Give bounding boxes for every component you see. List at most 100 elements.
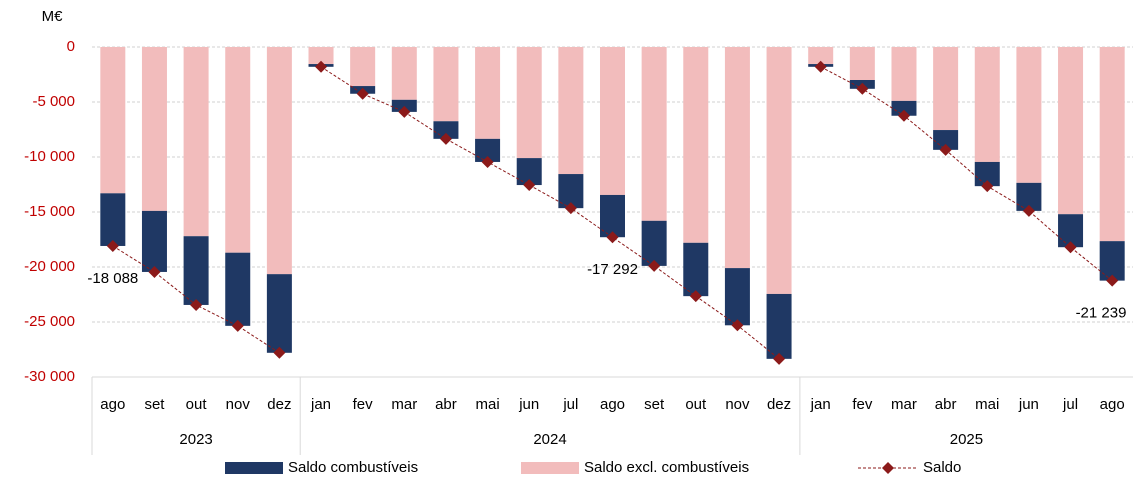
x-tick-label: mar [891, 396, 917, 413]
bar [308, 47, 334, 65]
marker [106, 239, 119, 252]
bar [475, 47, 501, 139]
x-tick-label: out [685, 396, 707, 413]
x-tick-label: abr [935, 396, 957, 413]
marker [606, 231, 619, 244]
legend-swatch [521, 462, 579, 474]
data-label: -18 088 [87, 270, 138, 287]
legend-swatch [225, 462, 283, 474]
marker [648, 259, 661, 272]
bar [225, 252, 251, 326]
line [320, 66, 780, 360]
bar [683, 242, 709, 297]
bar [433, 47, 459, 122]
bar [641, 47, 667, 221]
x-tick-label: jan [310, 396, 331, 413]
bar [600, 194, 625, 238]
bar [266, 47, 292, 275]
x-tick-label: nov [725, 396, 750, 413]
x-tick-label: mai [475, 396, 499, 413]
bar [766, 47, 792, 294]
x-tick-label: mai [975, 396, 999, 413]
y-tick-label: -5 000 [32, 93, 75, 110]
marker [1064, 241, 1077, 254]
y-tick-label: -30 000 [24, 368, 75, 385]
marker [439, 132, 452, 145]
x-tick-label: set [144, 396, 165, 413]
x-tick-label: abr [435, 396, 457, 413]
x-tick-label: fev [852, 396, 873, 413]
bar [225, 47, 251, 253]
line [820, 66, 1113, 282]
bar [558, 47, 584, 175]
bar [808, 47, 834, 65]
marker [273, 346, 286, 359]
legend-label: Saldo [923, 459, 961, 476]
marker [231, 319, 244, 332]
y-tick-label: -10 000 [24, 148, 75, 165]
bar [766, 293, 792, 359]
marker [148, 265, 161, 278]
marker [1106, 274, 1119, 287]
marker [981, 180, 994, 193]
y-tick-label: -20 000 [24, 258, 75, 275]
bar [891, 47, 917, 101]
x-tick-label: mar [391, 396, 417, 413]
x-tick-label: ago [600, 396, 625, 413]
marker [939, 143, 952, 156]
year-label: 2025 [950, 431, 983, 448]
x-tick-label: jan [810, 396, 831, 413]
y-tick-label: -25 000 [24, 313, 75, 330]
bar [183, 236, 209, 305]
legend-marker [882, 462, 894, 474]
data-label: -17 292 [587, 261, 638, 278]
bar [183, 47, 209, 237]
x-tick-label: ago [1100, 396, 1125, 413]
bar [1016, 47, 1042, 183]
bar [100, 47, 126, 194]
marker [1022, 204, 1035, 217]
bar [100, 193, 126, 246]
bar [141, 210, 167, 272]
marker [315, 60, 328, 73]
marker [897, 109, 910, 122]
marker [523, 179, 536, 192]
bar [600, 47, 625, 195]
y-tick-label: -15 000 [24, 203, 75, 220]
year-label: 2023 [179, 431, 212, 448]
x-tick-label: dez [767, 396, 791, 413]
bar [266, 274, 292, 353]
bar [641, 220, 667, 266]
data-label: -21 239 [1076, 305, 1127, 322]
legend-label: Saldo combustíveis [288, 459, 418, 476]
bar [1099, 47, 1125, 242]
x-tick-label: jun [1018, 396, 1039, 413]
bar [141, 47, 167, 211]
bar [724, 268, 750, 326]
marker [773, 352, 786, 365]
x-tick-label: fev [353, 396, 374, 413]
bar [1058, 47, 1084, 215]
marker [856, 82, 869, 95]
bar [933, 47, 959, 131]
bar [516, 47, 542, 159]
y-axis-label: M€ [42, 8, 63, 25]
x-tick-label: out [186, 396, 208, 413]
legend-label: Saldo excl. combustíveis [584, 459, 749, 476]
marker [564, 202, 577, 215]
bar [391, 47, 417, 100]
marker [398, 105, 411, 118]
bar [391, 99, 417, 112]
x-tick-label: ago [100, 396, 125, 413]
x-tick-label: dez [267, 396, 291, 413]
marker [190, 298, 203, 311]
y-tick-label: 0 [67, 38, 75, 55]
marker [689, 290, 702, 303]
marker [481, 155, 494, 168]
bar [891, 100, 917, 116]
marker [814, 60, 827, 73]
x-tick-label: jul [1062, 396, 1078, 413]
marker [731, 319, 744, 332]
bar [974, 47, 1000, 162]
